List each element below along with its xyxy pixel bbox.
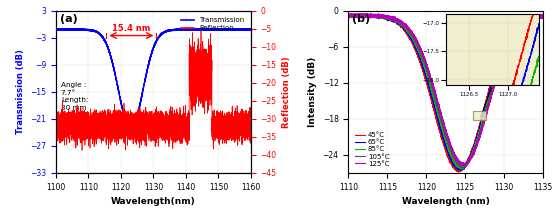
105°C [380,15,387,18]
125°C [360,12,366,15]
125°C [472,149,478,151]
45°C [462,165,469,167]
85°C [380,16,387,19]
45°C [419,68,426,70]
Legend: Transmission, Reflection: Transmission, Reflection [179,14,248,34]
105°C [462,164,469,166]
85°C [540,16,547,19]
125°C [380,15,387,18]
85°C [419,59,426,62]
45°C [505,36,512,39]
125°C [345,14,352,16]
Y-axis label: Transmission (dB): Transmission (dB) [16,49,25,134]
45°C [357,13,364,15]
85°C [362,12,369,15]
X-axis label: Wavelength(nm): Wavelength(nm) [111,197,196,206]
105°C [367,12,374,15]
Y-axis label: Intensity (dB): Intensity (dB) [308,57,317,127]
45°C [491,73,497,75]
65°C [345,14,352,16]
Line: 85°C: 85°C [348,14,543,169]
105°C [419,57,426,60]
125°C [419,53,426,56]
105°C [505,41,512,43]
65°C [472,143,478,146]
125°C [462,164,469,167]
85°C [472,144,478,147]
65°C [419,64,426,67]
45°C [380,16,387,18]
125°C [540,14,547,17]
Line: 105°C: 105°C [348,13,543,168]
105°C [472,147,478,150]
Line: 125°C: 125°C [348,14,543,166]
Text: 15.4 nm: 15.4 nm [112,24,151,33]
Line: 65°C: 65°C [348,14,543,170]
45°C [472,140,478,142]
65°C [458,169,464,172]
65°C [380,16,387,19]
65°C [357,13,363,15]
Line: 45°C: 45°C [348,14,543,172]
Legend: 45°C, 65°C, 85°C, 105°C, 125°C: 45°C, 65°C, 85°C, 105°C, 125°C [352,130,392,169]
Bar [473,111,486,120]
85°C [491,78,497,81]
45°C [455,171,462,173]
Text: (b): (b) [352,14,370,24]
125°C [460,164,466,167]
Text: Angle :
7.7°
Length:
30 mm: Angle : 7.7° Length: 30 mm [61,82,88,111]
85°C [459,168,465,170]
Y-axis label: Reflection (dB): Reflection (dB) [282,56,291,128]
85°C [505,41,512,43]
105°C [345,15,352,17]
45°C [540,13,547,16]
105°C [459,166,466,169]
125°C [491,86,497,89]
65°C [540,16,547,18]
85°C [345,14,352,17]
105°C [540,14,547,17]
65°C [505,36,512,39]
65°C [462,165,469,168]
85°C [462,165,469,167]
65°C [491,77,497,80]
Text: (a): (a) [60,14,78,24]
X-axis label: Wavelength (nm): Wavelength (nm) [402,197,489,206]
45°C [345,14,352,17]
125°C [505,44,512,46]
105°C [491,82,497,84]
